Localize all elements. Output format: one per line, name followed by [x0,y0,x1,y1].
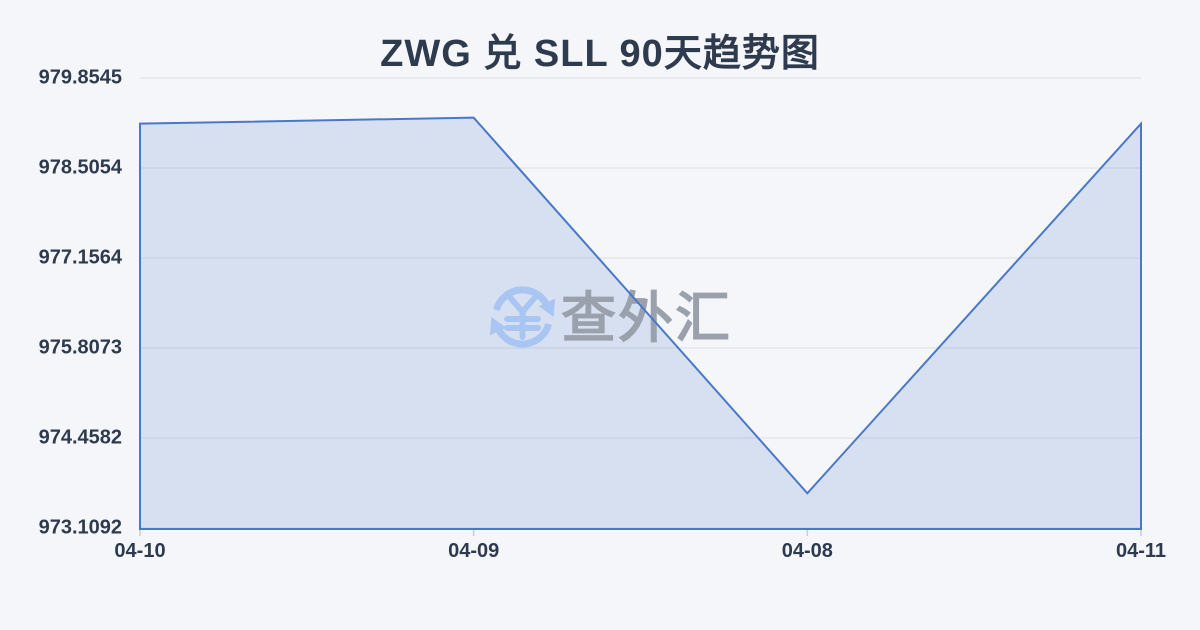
x-axis-tick-label: 04-11 [1115,540,1167,562]
x-axis-ticks [139,530,1142,536]
chart-title: ZWG 兑 SLL 90天趋势图 [380,33,820,75]
x-axis-tick-label: 04-10 [114,540,166,562]
watermark-text: 查外汇 [561,287,732,349]
trend-line [139,116,1142,530]
y-axis-tick-label: 978.5054 [38,156,122,179]
currency-exchange-icon [489,286,556,348]
y-axis-tick-label: 973.1092 [38,516,122,539]
x-axis-tick-label: 04-08 [781,540,833,562]
area-fill [140,117,1141,529]
y-axis-tick-label: 979.8545 [38,66,122,89]
watermark: 查外汇 [489,286,732,349]
x-axis-tick-label: 04-09 [448,540,500,562]
y-axis-tick-label: 975.8073 [38,336,122,359]
y-axis: 979.8545 978.5054 977.1564 975.8073 974.4582… [0,0,122,630]
y-axis-tick-label: 977.1564 [38,246,122,269]
y-axis-tick-label: 974.4582 [38,426,122,449]
